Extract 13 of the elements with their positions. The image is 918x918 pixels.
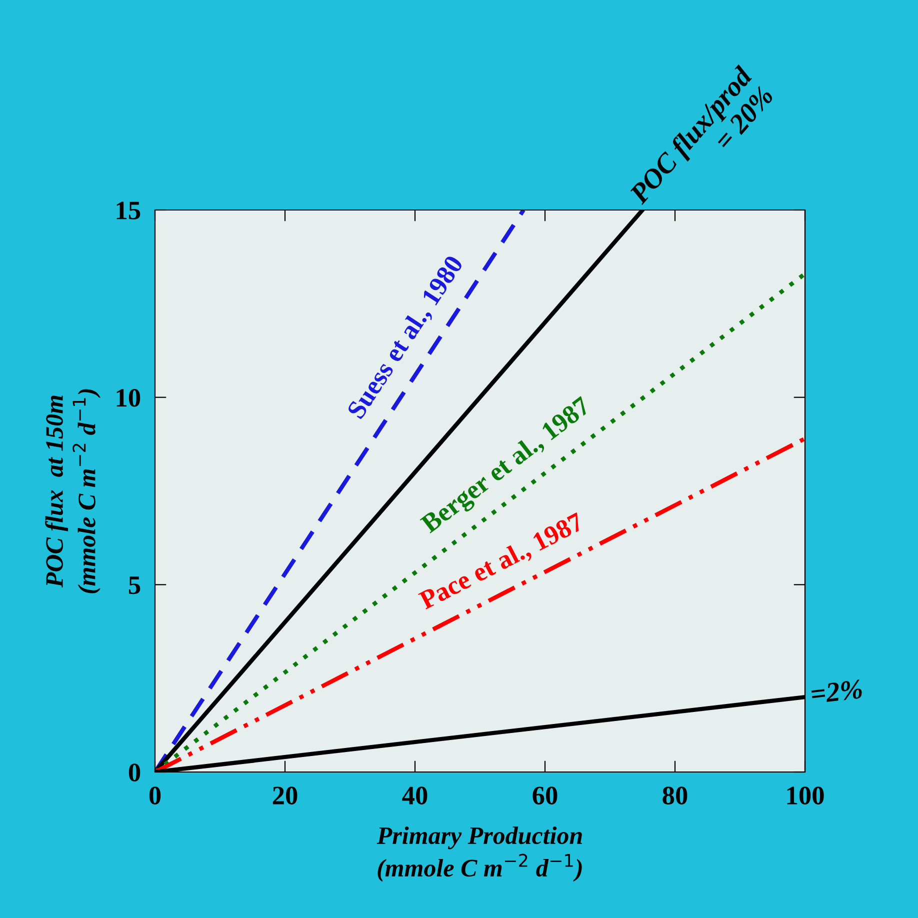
y-tick-label: 15 (116, 202, 140, 220)
x-tick-label: 40 (402, 786, 428, 804)
y-tick-label: 0 (128, 764, 140, 782)
y-tick-label: 5 (128, 576, 140, 594)
y-axis-title: POC flux at 150m (mmole C m$^{−2}$ d$^{−1}$) (45, 389, 100, 594)
x-axis-title: Primary Production (mmole C m$^{−2}$ d$^{−1}$) (376, 826, 582, 882)
x-tick-label: 60 (532, 786, 558, 804)
annotation: =2% (810, 679, 862, 704)
x-tick-label: 0 (149, 786, 161, 804)
x-tick-label: 100 (787, 786, 824, 804)
x-tick-label: 20 (272, 786, 298, 804)
x-tick-label: 80 (662, 786, 688, 804)
y-tick-label: 10 (116, 388, 140, 407)
